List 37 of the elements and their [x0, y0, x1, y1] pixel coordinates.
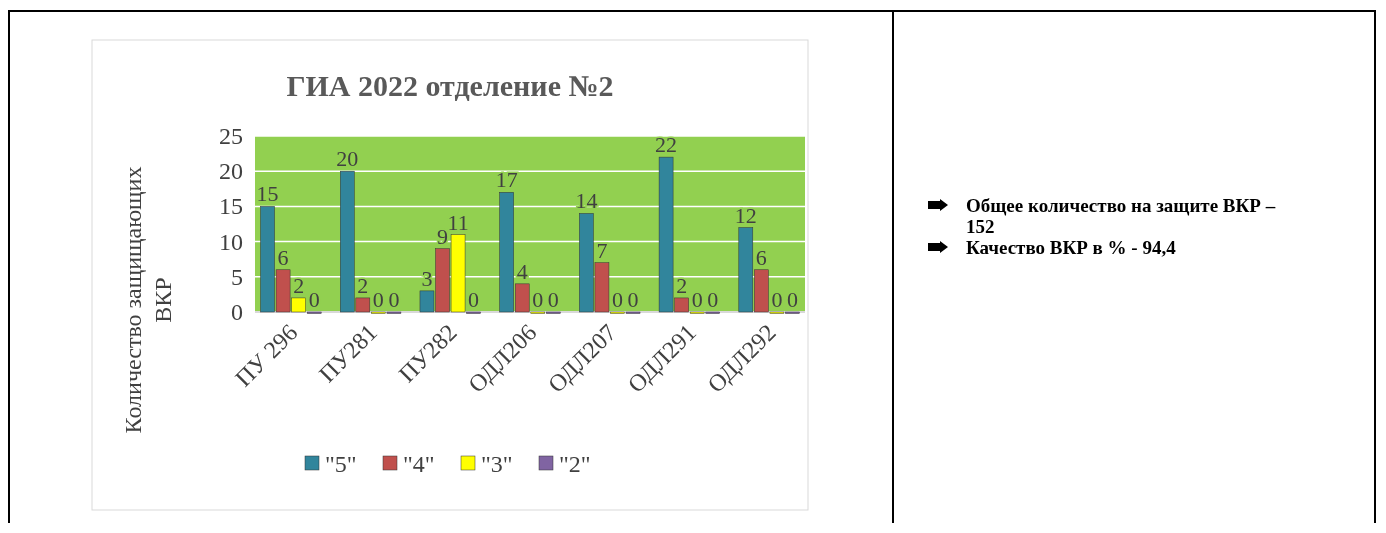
data-label: 6 [277, 244, 289, 270]
y-tick-label: 10 [219, 228, 243, 255]
data-label: 0 [707, 287, 719, 312]
data-label: 0 [468, 287, 480, 312]
data-label: 20 [336, 146, 359, 172]
data-label: 0 [372, 287, 384, 312]
data-label: 0 [532, 287, 544, 312]
data-label: 0 [691, 287, 703, 312]
data-label: 2 [676, 272, 688, 298]
legend-label: "4" [403, 451, 435, 477]
data-label: 0 [388, 287, 400, 312]
data-label: 11 [447, 209, 469, 235]
data-label: 0 [308, 287, 320, 312]
data-label: 2 [357, 272, 369, 298]
legend-label: "5" [325, 451, 357, 477]
data-label: 15 [256, 181, 279, 207]
data-label: 2 [293, 272, 305, 298]
y-axis-title: Количество защищающих ВКР [120, 166, 176, 434]
data-label: 0 [611, 287, 623, 312]
data-label: 0 [771, 287, 783, 312]
data-label: 7 [596, 237, 608, 263]
text: Общее количество на защите ВКР – 152 [966, 195, 1277, 237]
data-label: 0 [786, 287, 798, 312]
y-tick-label: 20 [219, 158, 243, 185]
text: Качество ВКР в % - 94,4 [966, 237, 1177, 258]
y-tick-label: 15 [219, 193, 243, 220]
data-label: 12 [734, 202, 757, 228]
chart-title: ГИА 2022 отделение №2 [286, 69, 614, 102]
data-label: 6 [755, 244, 767, 270]
y-tick-label: 25 [219, 123, 243, 149]
legend-label: "3" [481, 451, 513, 477]
data-label: 0 [547, 287, 559, 312]
legend-label: "2" [559, 451, 591, 477]
data-label: 17 [495, 167, 518, 193]
y-tick-label: 5 [231, 263, 243, 290]
data-label: 22 [655, 132, 678, 158]
data-label: 0 [627, 287, 639, 312]
